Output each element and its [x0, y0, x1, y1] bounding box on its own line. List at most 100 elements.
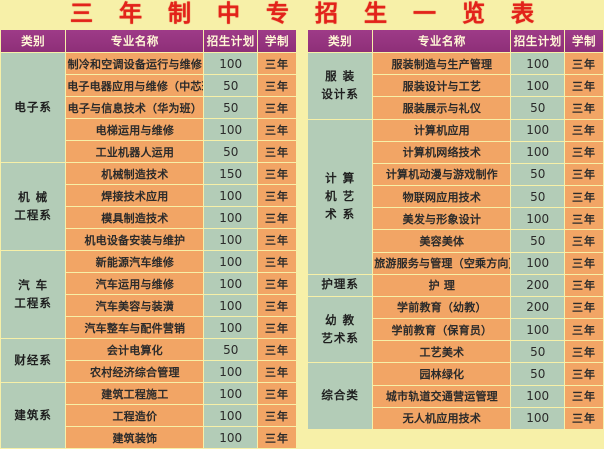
tables-container: 类别 专业名称 招生计划 学制 电子系 制冷和空调设备运行与维修 100 三年 电子电器… — [0, 29, 604, 449]
enrollment-plan-cell: 200 — [511, 274, 565, 296]
duration-cell: 三年 — [565, 186, 603, 208]
category-cell: 护理系 — [308, 274, 373, 296]
col-header-years: 学制 — [258, 30, 296, 52]
category-cell: 汽 车工程系 — [1, 251, 66, 338]
major-name-cell: 旅游服务与管理（空乘方向） — [373, 252, 511, 274]
table-row: 汽车美容与装潢 100 三年 — [1, 295, 296, 316]
enrollment-plan-cell: 100 — [511, 119, 565, 141]
major-name-cell: 焊接技术应用 — [66, 185, 204, 206]
page-title: 三 年 制 中 专 招 生 一 览 表 — [69, 1, 544, 27]
duration-cell: 三年 — [258, 383, 296, 404]
col-header-plan: 招生计划 — [511, 30, 565, 52]
duration-cell: 三年 — [565, 119, 603, 141]
left-table-wrapper: 类别 专业名称 招生计划 学制 电子系 制冷和空调设备运行与维修 100 三年 电子电器… — [0, 29, 297, 449]
table-row: 美发与形象设计 100 三年 — [308, 208, 603, 230]
enrollment-plan-cell: 50 — [204, 97, 258, 118]
major-name-cell: 农村经济综合管理 — [66, 361, 204, 382]
table-row: 农村经济综合管理 100 三年 — [1, 361, 296, 382]
enrollment-plan-cell: 100 — [204, 273, 258, 294]
major-name-cell: 汽车美容与装潢 — [66, 295, 204, 316]
table-row: 电梯运用与维修 100 三年 — [1, 119, 296, 140]
table-row: 汽车运用与维修 100 三年 — [1, 273, 296, 294]
table-header-row: 类别 专业名称 招生计划 学制 — [1, 30, 296, 52]
table-row: 计算机网络技术 100 三年 — [308, 141, 603, 163]
major-name-cell: 新能源汽车维修 — [66, 251, 204, 272]
major-name-cell: 护 理 — [373, 274, 511, 296]
category-cell: 计 算机 艺术 系 — [308, 119, 373, 274]
major-name-cell: 学前教育（幼教） — [373, 296, 511, 319]
duration-cell: 三年 — [565, 97, 603, 119]
category-cell: 幼 教艺术系 — [308, 296, 373, 363]
major-name-cell: 电子与信息技术（华为班） — [66, 97, 204, 118]
duration-cell: 三年 — [565, 274, 603, 296]
major-name-cell: 计算机网络技术 — [373, 141, 511, 163]
duration-cell: 三年 — [258, 207, 296, 228]
table-row: 服 装设计系 服装制造与生产管理 100 三年 — [308, 53, 603, 119]
table-row: 汽 车工程系 新能源汽车维修 100 三年 — [1, 251, 296, 338]
major-name-cell: 城市轨道交通营运管理 — [373, 385, 511, 407]
major-name-cell: 美容美体 — [373, 230, 511, 252]
table-row: 幼 教艺术系 学前教育（幼教） 200 三年 — [308, 296, 603, 363]
duration-cell: 三年 — [258, 361, 296, 382]
enrollment-plan-cell: 50 — [511, 363, 565, 385]
major-name-cell: 学前教育（保育员） — [373, 319, 511, 341]
enrollment-plan-cell: 50 — [204, 141, 258, 162]
enrollment-plan-cell: 100 — [204, 295, 258, 316]
col-header-plan: 招生计划 — [204, 30, 258, 52]
left-table-body: 电子系制冷和空调设备运行与维修100三年电子电器应用与维修（中芯班）50三年电子… — [1, 53, 296, 448]
category-cell: 电子系 — [1, 53, 66, 162]
table-row: 电子与信息技术（华为班） 50 三年 — [1, 97, 296, 118]
col-header-major: 专业名称 — [373, 30, 511, 52]
duration-cell: 三年 — [258, 141, 296, 162]
duration-cell: 三年 — [258, 229, 296, 250]
major-name-cell: 汽车运用与维修 — [66, 273, 204, 294]
table-header-row: 类别 专业名称 招生计划 学制 — [308, 30, 603, 52]
enrollment-plan-cell: 100 — [511, 208, 565, 230]
enrollment-plan-cell: 100 — [204, 427, 258, 448]
enrollment-plan-cell: 100 — [204, 207, 258, 228]
right-table-wrapper: 类别 专业名称 招生计划 学制 服 装设计系 服装制造与生产管理 100 三年 服装设计… — [307, 29, 604, 430]
enrollment-plan-cell: 100 — [204, 185, 258, 206]
table-row: 美容美体 50 三年 — [308, 230, 603, 252]
table-row: 机 械工程系 机械制造技术 150 三年 — [1, 163, 296, 250]
table-row: 建筑系 建筑工程施工 100 三年 — [1, 383, 296, 448]
major-name-cell: 工业机器人运用 — [66, 141, 204, 162]
enrollment-plan-cell: 100 — [511, 75, 565, 97]
enrollment-plan-cell: 50 — [511, 163, 565, 186]
major-name-cell: 服装设计与工艺 — [373, 75, 511, 97]
enrollment-plan-cell: 100 — [204, 361, 258, 382]
duration-cell: 三年 — [565, 296, 603, 319]
major-name-cell: 物联网应用技术 — [373, 186, 511, 208]
enrollment-plan-cell: 100 — [204, 383, 258, 404]
enrollment-plan-cell: 100 — [204, 405, 258, 426]
table-row: 焊接技术应用 100 三年 — [1, 185, 296, 206]
table-row: 计算机动漫与游戏制作 50 三年 — [308, 163, 603, 186]
table-row: 综合类 园林绿化 50 三年 — [308, 363, 603, 429]
table-row: 工程造价 100 三年 — [1, 405, 296, 426]
major-name-cell: 工艺美术 — [373, 341, 511, 363]
duration-cell: 三年 — [258, 97, 296, 118]
category-cell: 综合类 — [308, 363, 373, 429]
duration-cell: 三年 — [258, 185, 296, 206]
table-row: 旅游服务与管理（空乘方向） 100 三年 — [308, 252, 603, 274]
table-row: 学前教育（保育员） 100 三年 — [308, 319, 603, 341]
table-row: 计 算机 艺术 系计算机应用 100 三年 — [308, 119, 603, 274]
table-row: 城市轨道交通营运管理 100 三年 — [308, 385, 603, 407]
duration-cell: 三年 — [565, 385, 603, 407]
enrollment-plan-cell: 50 — [511, 230, 565, 252]
duration-cell: 三年 — [258, 53, 296, 74]
enrollment-plan-cell: 100 — [511, 252, 565, 274]
table-row: 电子系 制冷和空调设备运行与维修 100 三年 — [1, 53, 296, 162]
enrollment-plan-cell: 100 — [511, 141, 565, 163]
enrollment-plan-cell: 100 — [511, 319, 565, 341]
category-cell: 财经系 — [1, 339, 66, 382]
duration-cell: 三年 — [565, 53, 603, 75]
right-admissions-table: 类别 专业名称 招生计划 学制 服 装设计系 服装制造与生产管理 100 三年 服装设计… — [307, 29, 604, 430]
duration-cell: 三年 — [565, 163, 603, 186]
enrollment-plan-cell: 50 — [511, 97, 565, 119]
table-row: 汽车整车与配件营销 100 三年 — [1, 317, 296, 338]
table-row: 服装展示与礼仪 50 三年 — [308, 97, 603, 119]
duration-cell: 三年 — [565, 141, 603, 163]
table-row: 护理系护 理 200 三年 — [308, 274, 603, 296]
